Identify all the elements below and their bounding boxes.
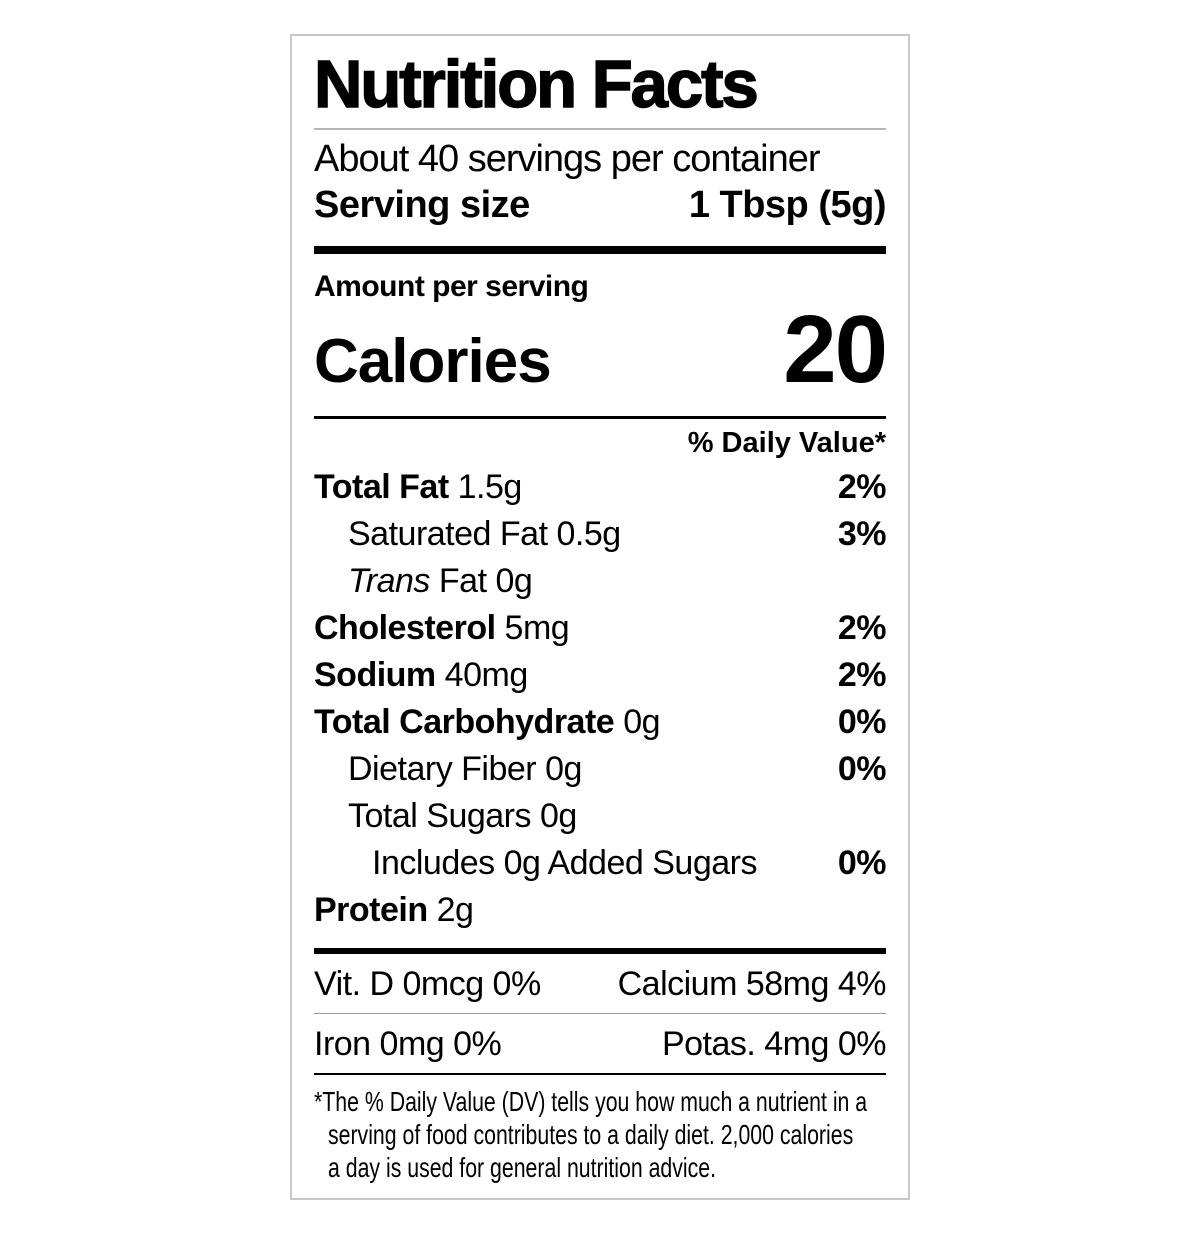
serving-size-label: Serving size bbox=[314, 184, 530, 227]
nutrient-name: Trans bbox=[348, 562, 430, 601]
nutrient-name: Total Sugars bbox=[348, 797, 532, 836]
nutrient-dv: 3% bbox=[837, 515, 887, 554]
nutrient-row-saturated-fat: Saturated Fat 0.5g 3% bbox=[314, 511, 887, 558]
nutrient-row-sodium: Sodium 40mg 2% bbox=[314, 652, 887, 699]
nutrient-name: Dietary Fiber bbox=[348, 750, 537, 789]
nutrient-amount: 0.5g bbox=[556, 515, 622, 554]
nutrition-facts-label: Nutrition Facts About 40 servings per co… bbox=[290, 34, 910, 1201]
divider-thin bbox=[314, 416, 886, 420]
footnote: *The % Daily Value (DV) tells you how mu… bbox=[314, 1085, 886, 1184]
nutrient-dv: 0% bbox=[837, 844, 887, 883]
nutrient-amount: 0g bbox=[623, 703, 661, 742]
nutrient-amount: 1.5g bbox=[457, 468, 523, 507]
footnote-line: *The % Daily Value (DV) tells you how mu… bbox=[314, 1086, 868, 1118]
calories-row: Calories 20 bbox=[314, 296, 888, 406]
nutrient-row-total-fat: Total Fat 1.5g 2% bbox=[314, 464, 887, 511]
divider-medium bbox=[314, 948, 886, 955]
divider-hairline bbox=[314, 1013, 886, 1015]
nutrient-amount: 0g bbox=[545, 750, 582, 789]
nutrient-dv: 2% bbox=[837, 468, 887, 507]
micronutrient-right: Potas. 4mg 0% bbox=[661, 1025, 887, 1064]
amount-per-serving-label: Amount per serving bbox=[314, 270, 589, 304]
micronutrient-row-1: Vit. D 0mcg 0% Calcium 58mg 4% bbox=[314, 954, 887, 1013]
nutrient-row-trans-fat: Trans Fat 0g bbox=[314, 558, 886, 605]
nutrient-name: Total Carbohydrate bbox=[314, 703, 615, 742]
nutrient-name: Saturated Fat bbox=[348, 515, 548, 554]
serving-size-value: 1 Tbsp (5g) bbox=[688, 184, 887, 227]
daily-value-header: % Daily Value* bbox=[687, 427, 886, 460]
serving-size-row: Serving size 1 Tbsp (5g) bbox=[314, 182, 887, 228]
nutrient-name: Total Fat bbox=[314, 468, 449, 507]
divider-thick bbox=[314, 246, 886, 255]
nutrient-dv: 0% bbox=[837, 750, 887, 789]
nutrient-name: Protein bbox=[314, 891, 428, 930]
nutrient-row-dietary-fiber: Dietary Fiber 0g 0% bbox=[314, 746, 887, 793]
servings-per-container: About 40 servings per container bbox=[314, 138, 821, 181]
nutrient-amount: 0g bbox=[540, 797, 577, 836]
calories-value: 20 bbox=[783, 296, 888, 404]
nutrient-amount: 0g bbox=[495, 562, 533, 601]
nutrient-name: Sodium bbox=[314, 656, 436, 695]
nutrient-amount: 2g bbox=[436, 891, 474, 930]
nutrient-name: Includes 0g Added Sugars bbox=[372, 844, 757, 883]
micronutrient-left: Iron 0mg 0% bbox=[314, 1025, 502, 1064]
nutrient-dv: 0% bbox=[837, 703, 887, 742]
footnote-line: serving of food contributes to a daily d… bbox=[328, 1119, 854, 1151]
micronutrient-right: Calcium 58mg 4% bbox=[617, 965, 887, 1004]
nutrient-row-added-sugars: Includes 0g Added Sugars 0% bbox=[314, 840, 887, 887]
nutrient-row-total-carbohydrate: Total Carbohydrate 0g 0% bbox=[314, 699, 887, 746]
nutrient-amount: 5mg bbox=[504, 609, 570, 648]
nutrient-row-protein: Protein 2g bbox=[314, 887, 886, 934]
nutrient-name-rest: Fat bbox=[438, 562, 487, 601]
nutrient-row-cholesterol: Cholesterol 5mg 2% bbox=[314, 605, 887, 652]
nutrient-dv: 2% bbox=[837, 656, 887, 695]
divider-bottom bbox=[314, 1073, 886, 1076]
calories-label: Calories bbox=[314, 327, 552, 397]
nutrient-dv: 2% bbox=[837, 609, 887, 648]
footnote-line: a day is used for general nutrition advi… bbox=[328, 1152, 717, 1184]
micronutrient-left: Vit. D 0mcg 0% bbox=[314, 965, 541, 1004]
nutrient-name: Cholesterol bbox=[314, 609, 496, 648]
nutrient-amount: 40mg bbox=[444, 656, 529, 695]
divider-light bbox=[314, 128, 886, 131]
label-title: Nutrition Facts bbox=[313, 47, 759, 122]
micronutrient-row-2: Iron 0mg 0% Potas. 4mg 0% bbox=[314, 1014, 887, 1073]
nutrient-row-total-sugars: Total Sugars 0g bbox=[314, 793, 886, 840]
